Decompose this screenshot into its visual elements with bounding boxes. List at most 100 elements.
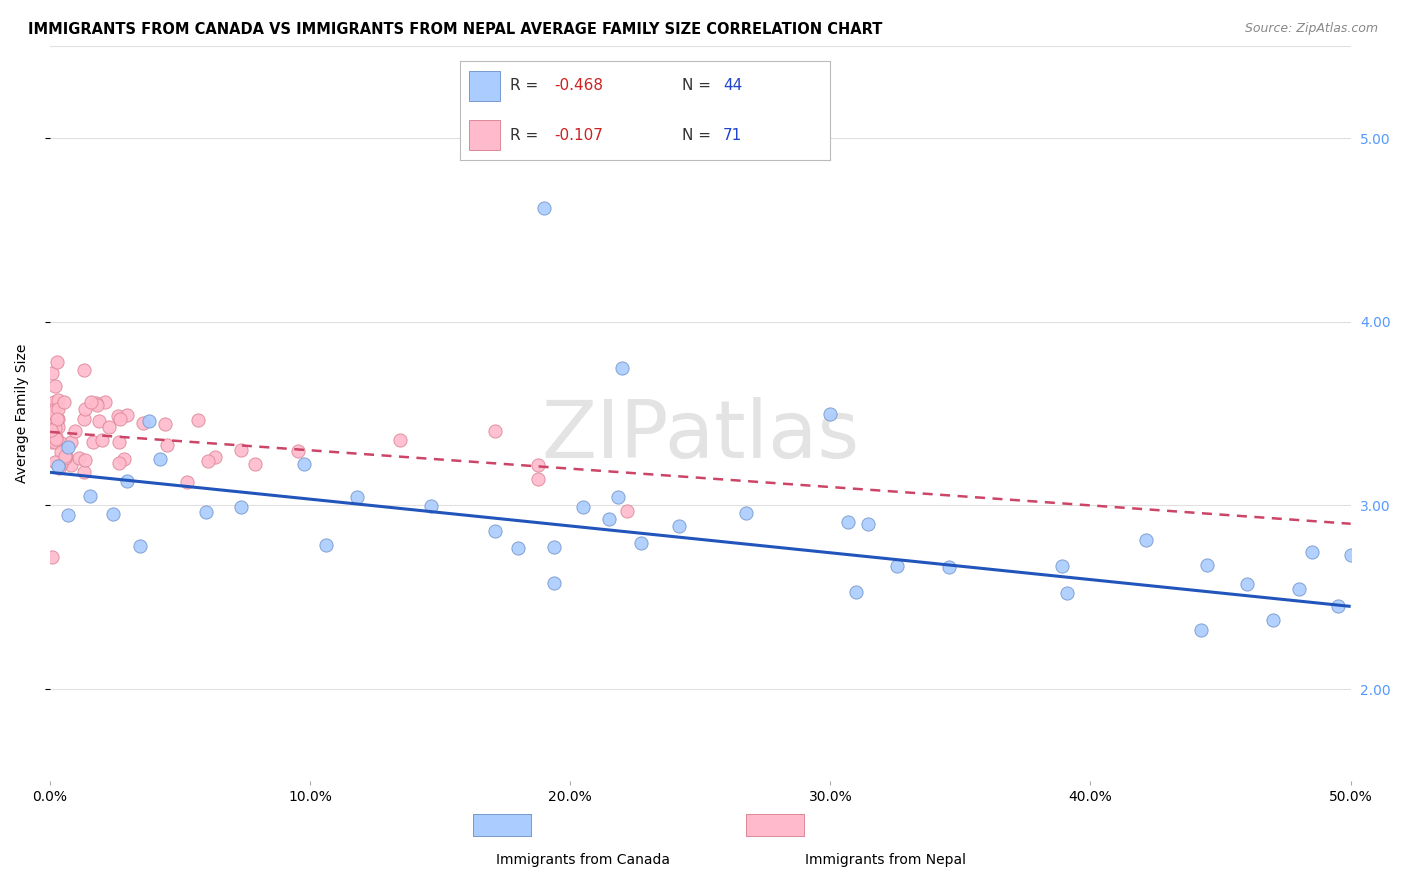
Point xyxy=(58,508,80,522)
Point xyxy=(59,435,82,450)
Point xyxy=(80,395,103,409)
Point xyxy=(44,379,66,393)
Point xyxy=(526,472,548,486)
Point xyxy=(79,490,101,504)
Point xyxy=(543,575,565,590)
Point xyxy=(48,393,70,408)
Point xyxy=(53,449,76,463)
Point xyxy=(86,398,108,412)
Point xyxy=(41,549,63,564)
Point xyxy=(115,474,138,488)
Point xyxy=(820,407,842,421)
Point xyxy=(598,511,620,525)
Point xyxy=(45,355,67,369)
Point xyxy=(484,425,506,439)
Point xyxy=(1326,599,1348,614)
Point xyxy=(44,421,66,435)
Point xyxy=(53,450,76,464)
Point xyxy=(138,414,160,428)
Point xyxy=(187,413,209,427)
Point xyxy=(73,363,96,377)
Point xyxy=(42,411,65,425)
Point xyxy=(197,454,219,468)
Point xyxy=(91,434,114,448)
Point xyxy=(108,412,131,426)
Point xyxy=(53,395,76,409)
Point xyxy=(388,433,411,447)
Point xyxy=(735,506,758,520)
Y-axis label: Average Family Size: Average Family Size xyxy=(15,343,30,483)
Point xyxy=(630,536,652,550)
Point xyxy=(39,409,62,423)
Text: Immigrants from Nepal: Immigrants from Nepal xyxy=(806,853,966,867)
Point xyxy=(292,457,315,471)
Point xyxy=(41,405,63,419)
Point xyxy=(39,406,62,420)
Point xyxy=(84,396,107,410)
Point xyxy=(46,401,69,416)
Point xyxy=(1236,576,1258,591)
Point xyxy=(195,505,218,519)
Point xyxy=(149,452,172,467)
Point xyxy=(46,412,69,426)
Text: ZIPatlas: ZIPatlas xyxy=(541,397,859,475)
Point xyxy=(45,430,67,444)
Point xyxy=(46,459,69,474)
Point xyxy=(1056,586,1078,600)
Point xyxy=(315,538,337,552)
Point xyxy=(58,440,80,454)
Point xyxy=(1050,558,1073,573)
Point xyxy=(346,491,368,505)
Point xyxy=(45,432,67,446)
Point xyxy=(484,524,506,538)
Point xyxy=(156,438,179,452)
Point xyxy=(616,504,638,518)
Point xyxy=(231,443,253,458)
Point xyxy=(420,499,443,513)
Text: IMMIGRANTS FROM CANADA VS IMMIGRANTS FROM NEPAL AVERAGE FAMILY SIZE CORRELATION : IMMIGRANTS FROM CANADA VS IMMIGRANTS FRO… xyxy=(28,22,883,37)
Point xyxy=(1288,582,1310,596)
Point xyxy=(48,461,70,475)
Text: Immigrants from Canada: Immigrants from Canada xyxy=(496,853,671,867)
Point xyxy=(41,366,63,380)
Point xyxy=(75,453,97,467)
Point xyxy=(837,516,859,530)
Point xyxy=(245,457,267,471)
Point xyxy=(287,444,309,458)
Point xyxy=(112,452,135,467)
Point xyxy=(108,435,131,450)
Point xyxy=(46,412,69,426)
Point xyxy=(668,519,690,533)
Point xyxy=(607,490,630,504)
Point xyxy=(39,423,62,437)
Point xyxy=(73,466,96,480)
Point xyxy=(53,450,76,465)
Point xyxy=(75,401,97,416)
Point xyxy=(229,500,252,515)
Point xyxy=(101,507,124,521)
Point xyxy=(845,585,868,599)
Point xyxy=(107,409,129,424)
Text: Source: ZipAtlas.com: Source: ZipAtlas.com xyxy=(1244,22,1378,36)
Point xyxy=(73,412,96,426)
Point xyxy=(98,420,121,434)
Point xyxy=(1301,544,1323,558)
Point xyxy=(41,410,63,425)
Point xyxy=(1189,624,1212,638)
Point xyxy=(41,434,63,449)
Point xyxy=(543,540,565,554)
Point xyxy=(527,458,550,472)
Point xyxy=(51,458,73,472)
Point xyxy=(55,449,77,463)
Point xyxy=(59,458,82,473)
Point xyxy=(41,403,63,417)
Point xyxy=(67,450,90,465)
Point xyxy=(132,416,155,430)
Point xyxy=(612,360,634,375)
Point xyxy=(94,395,117,409)
Point xyxy=(82,434,104,449)
Point xyxy=(1135,533,1157,548)
Point xyxy=(49,436,72,450)
Point xyxy=(153,417,176,432)
Point xyxy=(44,454,66,468)
